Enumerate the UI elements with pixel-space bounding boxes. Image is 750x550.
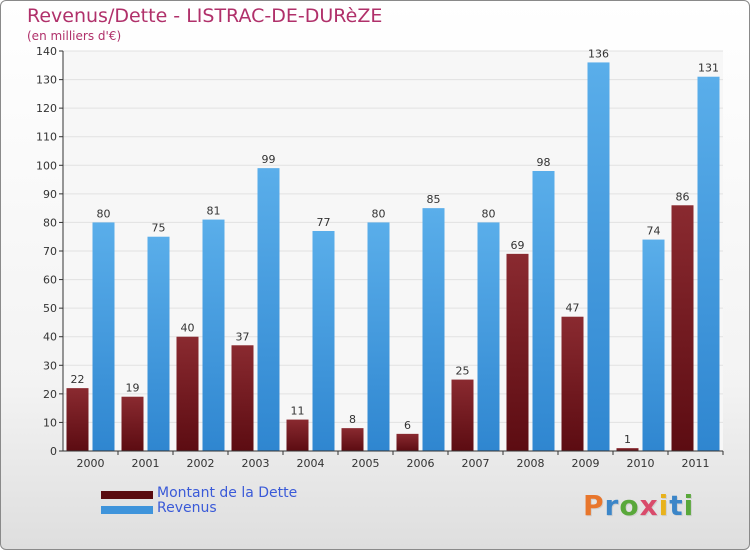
- x-tick-label: 2004: [297, 457, 325, 470]
- bar-revenus: [697, 76, 720, 451]
- bar-dette: [561, 316, 584, 451]
- data-label-dette: 47: [566, 302, 580, 315]
- grid-lines: [63, 50, 723, 452]
- data-label-dette: 11: [291, 405, 305, 418]
- legend-label-dette: Montant de la Dette: [157, 485, 298, 501]
- data-label-revenus: 80: [482, 207, 496, 220]
- data-label-dette: 8: [349, 413, 356, 426]
- x-tick-label: 2007: [462, 457, 490, 470]
- data-label-revenus: 75: [152, 222, 166, 235]
- legend-swatch-dette: [101, 491, 153, 499]
- x-tick-label: 2008: [517, 457, 545, 470]
- chart-title: Revenus/Dette - LISTRAC-DE-DURèZE: [27, 5, 383, 27]
- data-label-revenus: 136: [588, 47, 609, 60]
- x-tick-label: 2005: [352, 457, 380, 470]
- data-label-dette: 69: [511, 239, 525, 252]
- bar-dette: [451, 379, 474, 451]
- legend-swatch-revenus: [101, 506, 153, 514]
- y-tick-label: 120: [36, 102, 57, 115]
- data-label-revenus: 77: [317, 216, 331, 229]
- y-tick-label: 80: [43, 216, 57, 229]
- data-label-revenus: 74: [647, 225, 661, 238]
- data-label-dette: 19: [126, 382, 140, 395]
- proxiti-logo: Proxiti: [583, 489, 695, 522]
- bar-dette: [176, 336, 199, 451]
- y-tick-label: 70: [43, 245, 57, 258]
- x-tick-label: 2000: [77, 457, 105, 470]
- x-tick-label: 2011: [682, 457, 710, 470]
- x-tick-label: 2002: [187, 457, 215, 470]
- bar-revenus: [312, 231, 335, 451]
- y-tick-label: 10: [43, 416, 57, 429]
- y-tick-label: 90: [43, 188, 57, 201]
- x-tick-label: 2003: [242, 457, 270, 470]
- data-label-revenus: 81: [207, 205, 221, 218]
- y-tick-label: 40: [43, 331, 57, 344]
- x-tick-label: 2006: [407, 457, 435, 470]
- bar-revenus: [202, 219, 225, 451]
- bar-dette: [671, 205, 694, 451]
- bar-revenus: [642, 239, 665, 451]
- chart-subtitle: (en milliers d'€): [27, 29, 122, 43]
- y-tick-label: 130: [36, 74, 57, 87]
- bar-revenus: [477, 222, 500, 451]
- y-tick-label: 30: [43, 359, 57, 372]
- x-tick-label: 2010: [627, 457, 655, 470]
- bar-dette: [286, 419, 309, 451]
- bar-dette: [121, 396, 144, 451]
- bar-dette: [616, 448, 639, 451]
- y-tick-label: 20: [43, 388, 57, 401]
- legend-label-revenus: Revenus: [157, 500, 217, 516]
- bar-dette: [66, 388, 89, 451]
- bars: [66, 62, 720, 452]
- bar-revenus: [422, 208, 445, 451]
- data-label-revenus: 131: [698, 62, 719, 75]
- y-tick-label: 50: [43, 302, 57, 315]
- data-label-dette: 6: [404, 419, 411, 432]
- bar-dette: [506, 253, 529, 451]
- data-label-dette: 37: [236, 330, 250, 343]
- data-label-dette: 86: [676, 190, 690, 203]
- bar-revenus: [92, 222, 115, 451]
- data-label-revenus: 80: [372, 207, 386, 220]
- bar-revenus: [532, 171, 555, 451]
- bar-dette: [231, 345, 254, 451]
- y-tick-label: 60: [43, 274, 57, 287]
- data-labels: 22 80 19 75 40 81 37 99 11 77 8 80 6 85 25 80 69 98 47 136 1…: [71, 47, 720, 446]
- data-label-dette: 25: [456, 365, 470, 378]
- bar-dette: [396, 433, 419, 451]
- bar-revenus: [257, 168, 280, 451]
- y-tick-label: 110: [36, 131, 57, 144]
- data-label-revenus: 80: [97, 207, 111, 220]
- y-tick-label: 100: [36, 159, 57, 172]
- data-label-revenus: 85: [427, 193, 441, 206]
- y-tick-label: 0: [50, 445, 57, 458]
- data-label-revenus: 98: [537, 156, 551, 169]
- data-label-dette: 22: [71, 373, 85, 386]
- bar-revenus: [367, 222, 390, 451]
- x-tick-label: 2009: [572, 457, 600, 470]
- y-tick-label: 140: [36, 45, 57, 58]
- data-label-dette: 1: [624, 433, 631, 446]
- x-tick-label: 2001: [132, 457, 160, 470]
- data-label-dette: 40: [181, 322, 195, 335]
- data-label-revenus: 99: [262, 153, 276, 166]
- bar-revenus: [587, 62, 610, 452]
- bar-dette: [341, 428, 364, 451]
- bar-revenus: [147, 236, 170, 451]
